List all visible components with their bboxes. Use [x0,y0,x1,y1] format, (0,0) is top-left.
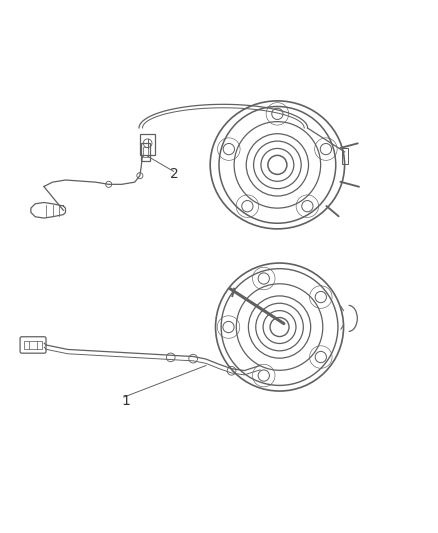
Bar [342,149,348,164]
Bar [140,134,155,155]
Bar [143,147,148,157]
Text: 2: 2 [170,167,179,181]
Bar [141,143,150,160]
Text: 1: 1 [121,394,130,408]
Bar [25,341,42,349]
